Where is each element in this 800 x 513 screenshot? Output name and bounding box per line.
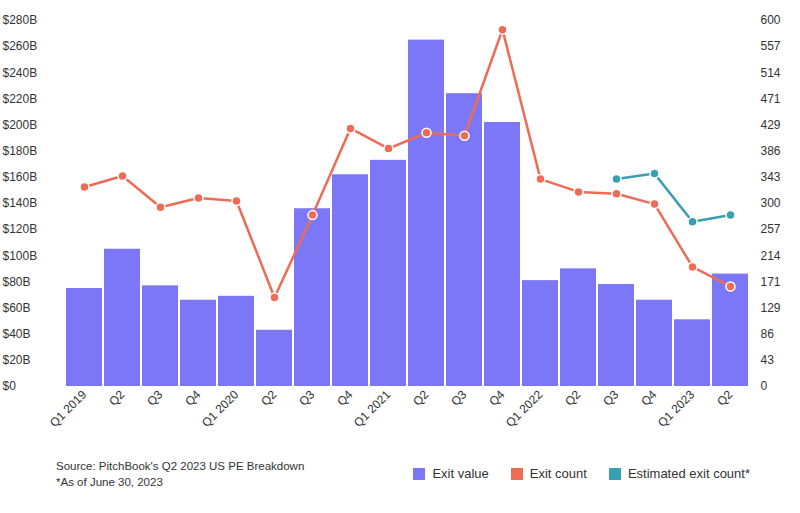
svg-text:Q4: Q4 [486, 387, 507, 408]
svg-text:Q2: Q2 [562, 387, 583, 408]
svg-text:Q4: Q4 [182, 387, 203, 408]
svg-text:171: 171 [761, 275, 781, 289]
svg-text:$200B: $200B [3, 118, 38, 132]
svg-text:257: 257 [761, 222, 781, 236]
svg-text:$160B: $160B [3, 170, 38, 184]
svg-text:Q1 2023: Q1 2023 [655, 387, 698, 430]
svg-text:86: 86 [761, 327, 775, 341]
svg-text:$280B: $280B [3, 13, 38, 27]
svg-text:43: 43 [761, 353, 775, 367]
svg-text:557: 557 [761, 39, 781, 53]
svg-text:343: 343 [761, 170, 781, 184]
svg-text:$220B: $220B [3, 92, 38, 106]
html-text:Exit count: Exit count [529, 466, 587, 481]
svg-text:Q1 2020: Q1 2020 [199, 387, 242, 430]
svg-text:214: 214 [761, 249, 781, 263]
svg-text:$140B: $140B [3, 196, 38, 210]
html-text:Source: PitchBook's Q2 2023 US: Source: PitchBook's Q2 2023 US PE Breakd… [56, 460, 305, 472]
svg-text:300: 300 [761, 196, 781, 210]
svg-text:$100B: $100B [3, 249, 38, 263]
svg-text:Q2: Q2 [410, 387, 431, 408]
svg-text:$0: $0 [3, 379, 17, 393]
svg-text:$40B: $40B [3, 327, 31, 341]
svg-text:Q3: Q3 [296, 387, 317, 408]
svg-text:$240B: $240B [3, 66, 38, 80]
svg-text:Q1 2019: Q1 2019 [47, 387, 90, 430]
svg-text:Q1 2022: Q1 2022 [503, 387, 546, 430]
html-text:Exit value: Exit value [432, 466, 489, 481]
svg-text:Q4: Q4 [638, 387, 659, 408]
svg-text:514: 514 [761, 66, 781, 80]
svg-text:129: 129 [761, 301, 781, 315]
svg-text:$60B: $60B [3, 301, 31, 315]
svg-text:429: 429 [761, 118, 781, 132]
svg-text:$80B: $80B [3, 275, 31, 289]
svg-text:$120B: $120B [3, 222, 38, 236]
svg-text:Q1 2021: Q1 2021 [351, 387, 394, 430]
svg-text:Q2: Q2 [258, 387, 279, 408]
svg-text:$20B: $20B [3, 353, 31, 367]
svg-text:600: 600 [761, 13, 781, 27]
svg-text:Q3: Q3 [600, 387, 621, 408]
svg-text:$180B: $180B [3, 144, 38, 158]
svg-text:Q2: Q2 [714, 387, 735, 408]
html-text:Estimated exit count*: Estimated exit count* [627, 466, 750, 481]
svg-text:Q4: Q4 [334, 387, 355, 408]
html-text:*As of June 30, 2023: *As of June 30, 2023 [56, 476, 163, 488]
svg-text:471: 471 [761, 92, 781, 106]
svg-text:0: 0 [761, 379, 768, 393]
svg-text:Q3: Q3 [448, 387, 469, 408]
svg-text:Q2: Q2 [106, 387, 127, 408]
svg-text:386: 386 [761, 144, 781, 158]
svg-text:Q3: Q3 [144, 387, 165, 408]
svg-text:$260B: $260B [3, 39, 38, 53]
